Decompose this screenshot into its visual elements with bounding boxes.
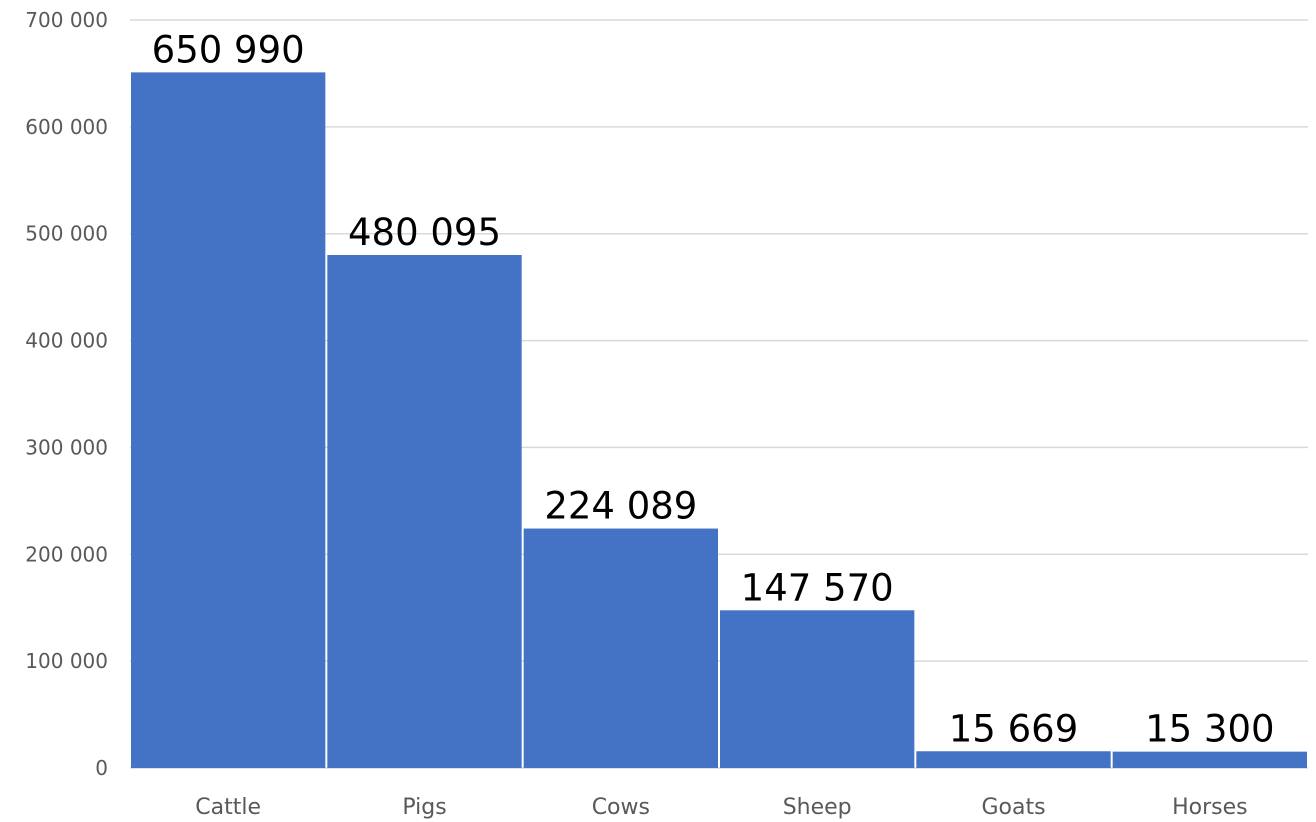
y-tick-label: 700 000 (25, 8, 108, 32)
y-tick-label: 600 000 (25, 115, 108, 139)
bar-cows (523, 528, 718, 768)
y-tick-label: 200 000 (25, 542, 108, 566)
bar-pigs (327, 254, 522, 769)
y-tick-label: 400 000 (25, 329, 108, 353)
data-label: 15 300 (1145, 708, 1274, 751)
x-tick-label: Cattle (195, 795, 261, 820)
y-tick-label: 500 000 (25, 222, 108, 246)
bar-goats (916, 751, 1111, 768)
y-tick-label: 300 000 (25, 435, 108, 459)
x-tick-label: Sheep (783, 795, 852, 820)
bar-sheep (720, 610, 915, 768)
x-tick-label: Pigs (402, 795, 446, 820)
y-axis-tick-labels: 0 100 000 200 000 300 000 400 000 500 000 600 … (25, 8, 108, 780)
data-labels: 650 990 480 095 224 089 147 570 15 669 15 300 (152, 28, 1275, 750)
x-axis-tick-labels: Cattle Pigs Cows Sheep Goats Horses (195, 795, 1247, 820)
data-label: 480 095 (348, 211, 501, 254)
bar-cattle (131, 72, 326, 769)
data-label: 650 990 (152, 28, 305, 71)
data-label: 15 669 (949, 707, 1078, 750)
data-label: 224 089 (544, 485, 697, 528)
y-tick-label: 100 000 (25, 649, 108, 673)
x-tick-label: Horses (1172, 795, 1248, 820)
x-tick-label: Goats (981, 795, 1045, 820)
y-tick-label: 0 (95, 756, 108, 780)
gridlines (130, 19, 1308, 769)
data-label: 147 570 (741, 566, 894, 609)
x-tick-label: Cows (592, 795, 650, 820)
bars (131, 72, 1307, 769)
bar-horses (1112, 751, 1307, 768)
